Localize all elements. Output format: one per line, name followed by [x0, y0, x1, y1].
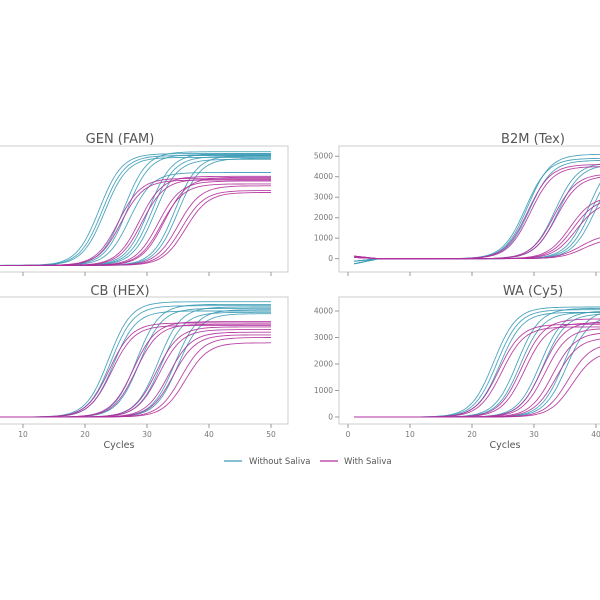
y-tick-label: 0: [328, 413, 333, 422]
panel-title: B2M (Tex): [501, 132, 565, 147]
x-tick-label: 50: [266, 430, 276, 439]
legend-label-without-saliva: Without Saliva: [249, 457, 311, 467]
y-tick-label: 1000: [314, 234, 333, 243]
curve-with-saliva: [354, 241, 600, 260]
x-tick-label: 30: [529, 430, 539, 439]
y-tick-label: 1000: [314, 386, 333, 395]
x-axis-label: Cycles: [490, 440, 521, 451]
y-tick-label: 0: [328, 254, 333, 263]
y-tick-label: 4000: [314, 172, 333, 181]
x-tick-label: 40: [204, 430, 214, 439]
y-tick-label: 3000: [314, 333, 333, 342]
panel-title: GEN (FAM): [86, 132, 155, 147]
y-tick-label: 2000: [314, 213, 333, 222]
x-axis-label: Cycles: [104, 440, 135, 451]
curve-with-saliva: [0, 192, 271, 266]
plot-frame: [0, 296, 289, 425]
panel-3: CB (HEX) 10 20 30 40 50 Cycles: [0, 284, 289, 451]
x-tick-label: 40: [591, 430, 600, 439]
x-tick-label: 0: [346, 430, 351, 439]
curve-with-saliva: [0, 342, 271, 418]
panel-title: WA (Cy5): [503, 284, 563, 299]
panel-title: CB (HEX): [90, 284, 149, 299]
panel-2: B2M (Tex) 0 1000 2000 3000 4000 5000: [314, 132, 600, 276]
panel-1: GEN (FAM): [0, 132, 289, 276]
legend: Without Saliva With Saliva: [224, 457, 392, 467]
x-tick-label: 30: [142, 430, 152, 439]
y-tick-label: 3000: [314, 193, 333, 202]
legend-label-with-saliva: With Saliva: [344, 457, 392, 467]
x-tick-label: 10: [405, 430, 415, 439]
plot-frame: [338, 145, 600, 273]
plot-frame: [0, 145, 289, 273]
x-tick-label: 10: [18, 430, 28, 439]
y-tick-label: 5000: [314, 152, 333, 161]
panel-4: WA (Cy5) 0 10 20 30 40 0 1000 2000 3000 4000 Cycles: [314, 284, 600, 451]
curve-with-saliva: [354, 355, 600, 418]
plot-frame: [338, 296, 600, 425]
x-tick-label: 20: [80, 430, 90, 439]
y-tick-label: 2000: [314, 359, 333, 368]
y-tick-label: 4000: [314, 306, 333, 315]
x-tick-label: 20: [467, 430, 477, 439]
